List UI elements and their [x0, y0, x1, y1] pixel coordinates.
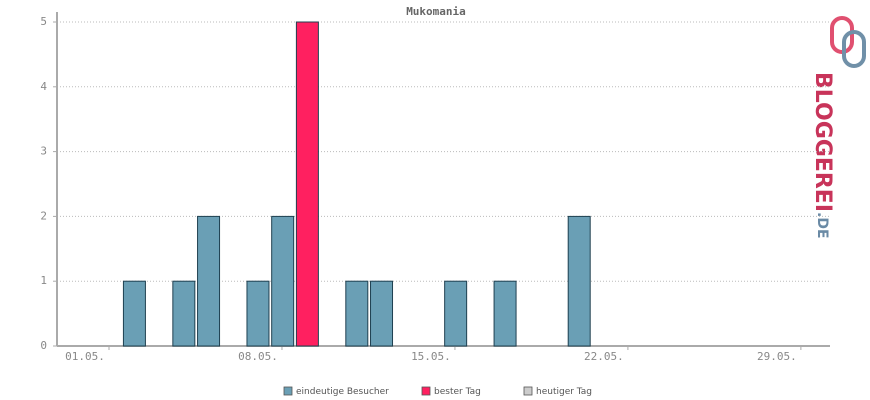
bar	[567, 215, 591, 347]
legend-swatch	[523, 386, 533, 396]
x-tick-label: 08.05.	[238, 350, 278, 363]
y-tick-label: 5	[40, 15, 47, 28]
legend-swatch	[421, 386, 431, 396]
logo-name: BLOGGEREI	[810, 72, 835, 212]
bar	[122, 280, 146, 347]
x-tick-label: 01.05.	[65, 350, 105, 363]
bar	[246, 280, 270, 347]
bar	[172, 280, 196, 347]
logo: BLOGGEREI.DE	[810, 16, 866, 239]
y-tick-label: 3	[40, 145, 47, 158]
logo-icon	[830, 16, 854, 54]
legend-label: eindeutige Besucher	[296, 387, 389, 397]
legend-label: heutiger Tag	[536, 387, 592, 397]
legend-label: bester Tag	[434, 387, 481, 397]
bar	[345, 280, 369, 347]
y-tick-label: 4	[40, 80, 47, 93]
bar	[493, 280, 517, 347]
bar	[370, 280, 394, 347]
y-tick-label: 0	[40, 339, 47, 352]
logo-icon	[842, 30, 866, 68]
y-tick-label: 1	[40, 274, 47, 287]
legend-swatch	[283, 386, 293, 396]
bar	[295, 21, 319, 347]
bar	[444, 280, 468, 347]
bar	[271, 215, 295, 347]
logo-suffix: .DE	[814, 212, 830, 239]
x-tick-label: 29.05.	[757, 350, 797, 363]
bar	[197, 215, 221, 347]
chart-title: Mukomania	[406, 5, 466, 18]
x-tick-label: 15.05.	[411, 350, 451, 363]
x-tick-label: 22.05.	[584, 350, 624, 363]
y-tick-label: 2	[40, 209, 47, 222]
logo-text: BLOGGEREI.DE	[810, 72, 835, 239]
